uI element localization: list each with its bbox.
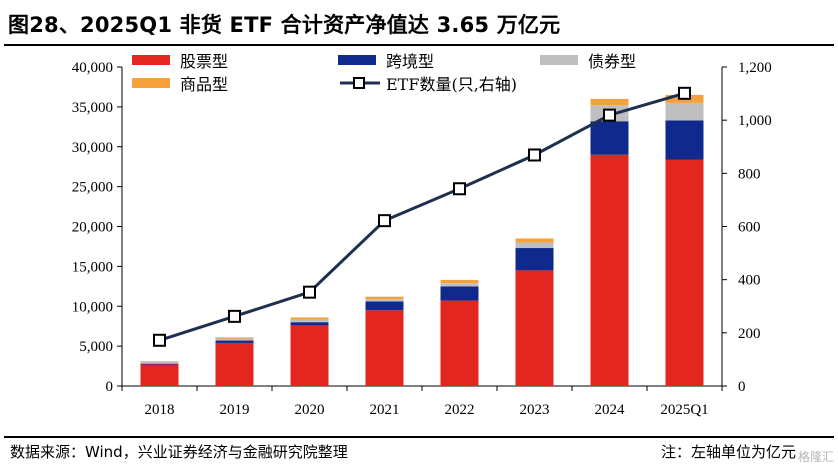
y-right-tick-label: 800	[738, 166, 761, 182]
line-point-marker	[228, 309, 241, 323]
bar-bond	[140, 362, 179, 364]
bar-stock	[365, 310, 404, 386]
bar-cross-border	[665, 120, 704, 160]
legend-swatch	[132, 55, 170, 65]
bar-stock	[215, 342, 254, 386]
bar-stock	[440, 300, 479, 386]
bar-stock	[515, 270, 554, 386]
source-note: 数据来源：Wind，兴业证券经济与金融研究院整理	[10, 443, 348, 461]
bar-commodity	[290, 317, 329, 320]
bar-commodity	[365, 296, 404, 300]
line-point-marker	[153, 333, 166, 347]
legend-label: 商品型	[180, 75, 228, 94]
x-tick-label: 2021	[370, 402, 400, 418]
line-etf-count	[159, 91, 685, 342]
x-tick-label: 2022	[445, 402, 475, 418]
bar-commodity	[515, 238, 554, 243]
title-bar: 图28、2025Q1 非货 ETF 合计资产净值达 3.65 万亿元	[0, 0, 838, 46]
chart-title: 图28、2025Q1 非货 ETF 合计资产净值达 3.65 万亿元	[8, 13, 561, 37]
y-left-tick-label: 35,000	[72, 100, 113, 116]
x-tick-label: 2024	[595, 402, 626, 418]
bar-stock	[590, 154, 629, 386]
line-point-marker	[453, 182, 466, 196]
bar-cross-border	[140, 363, 179, 365]
y-left-tick-label: 40,000	[72, 60, 113, 76]
legend-marker	[353, 77, 365, 89]
bar-cross-border	[440, 286, 479, 301]
line-point-marker	[528, 148, 541, 162]
x-tick-label: 2018	[145, 402, 175, 418]
bar-cross-border	[590, 121, 629, 155]
y-right-tick-label: 1,200	[738, 60, 772, 76]
line-point-marker	[603, 108, 616, 122]
y-left-tick-label: 25,000	[72, 180, 113, 196]
bar-bond	[665, 102, 704, 121]
bar-stock	[290, 325, 329, 386]
y-right-tick-label: 400	[738, 273, 761, 289]
legend-label: 股票型	[180, 52, 228, 71]
x-tick-label: 2020	[295, 402, 325, 418]
y-left-tick-label: 15,000	[72, 259, 113, 275]
legend-swatch	[540, 55, 578, 65]
bar-commodity	[590, 98, 629, 106]
line-point-marker	[378, 214, 391, 228]
y-left-tick-label: 0	[106, 379, 114, 395]
y-left-tick-label: 5,000	[79, 339, 113, 355]
x-tick-label: 2025Q1	[660, 402, 708, 418]
line-point-marker	[303, 285, 316, 299]
unit-note: 注：左轴单位为亿元	[660, 443, 796, 461]
legend-label: 债券型	[588, 52, 636, 71]
bar-commodity	[440, 279, 479, 284]
legend-swatch	[338, 55, 376, 65]
bar-bond	[515, 242, 554, 249]
bar-cross-border	[290, 322, 329, 326]
legend-label: ETF数量(只,右轴)	[386, 75, 517, 94]
bar-bond	[365, 299, 404, 302]
y-right-tick-label: 1,000	[738, 113, 772, 129]
bar-stock	[665, 159, 704, 386]
watermark: 格隆汇	[797, 450, 834, 464]
bar-stock	[140, 364, 179, 386]
y-right-tick-label: 600	[738, 220, 761, 236]
y-right-tick-label: 200	[738, 326, 761, 342]
bar-commodity	[140, 361, 179, 363]
y-left-tick-label: 30,000	[72, 140, 113, 156]
y-left-tick-label: 10,000	[72, 299, 113, 315]
x-tick-label: 2019	[220, 402, 250, 418]
y-left-tick-label: 20,000	[72, 220, 113, 236]
x-tick-label: 2023	[520, 402, 550, 418]
legend-label: 跨境型	[386, 52, 434, 71]
bar-cross-border	[215, 340, 254, 343]
bar-commodity	[215, 337, 254, 339]
bar-cross-border	[515, 248, 554, 271]
title-rule	[4, 44, 834, 46]
footer-rule	[4, 436, 834, 438]
line-point-marker	[678, 86, 691, 100]
y-right-tick-label: 0	[738, 379, 746, 395]
legend-swatch	[132, 78, 170, 88]
bar-cross-border	[365, 301, 404, 311]
bar-bond	[440, 283, 479, 287]
chart-area: 0 5,000 10,000 15,000 20,000 25,000 30,000 35,0…	[72, 52, 772, 418]
bar-bond	[215, 338, 254, 341]
bar-bond	[290, 319, 329, 323]
